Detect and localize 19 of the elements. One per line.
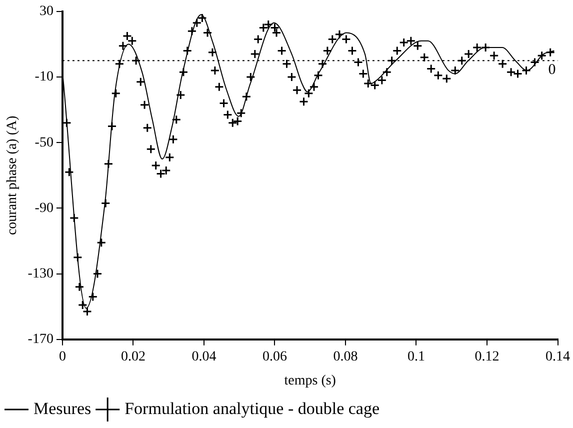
x-tick-label: 0.06 xyxy=(262,349,287,364)
x-axis-title: temps (s) xyxy=(284,373,336,388)
y-tick-label: -170 xyxy=(28,332,54,348)
x-tick-label: 0 xyxy=(58,349,66,364)
ref-line-label: 0 xyxy=(548,62,556,78)
y-tick-label: -130 xyxy=(28,266,54,282)
x-tick-label: 0.12 xyxy=(474,349,500,364)
x-tick-label: 0.08 xyxy=(333,349,358,364)
x-tick-label: 0.1 xyxy=(407,349,425,364)
y-tick-label: -50 xyxy=(34,135,54,150)
x-tick-label: 0.02 xyxy=(120,349,146,364)
y-tick-label: -10 xyxy=(34,70,54,85)
legend-label: Formulation analytique - double cage xyxy=(124,398,380,418)
y-tick-label: 30 xyxy=(39,4,54,20)
legend-label: Mesures xyxy=(34,398,92,418)
x-tick-label: 0.04 xyxy=(192,349,216,364)
x-tick-label: 0.14 xyxy=(546,349,570,364)
y-axis-title: courant phase (a) (A) xyxy=(5,115,20,236)
y-tick-label: -90 xyxy=(34,200,54,216)
